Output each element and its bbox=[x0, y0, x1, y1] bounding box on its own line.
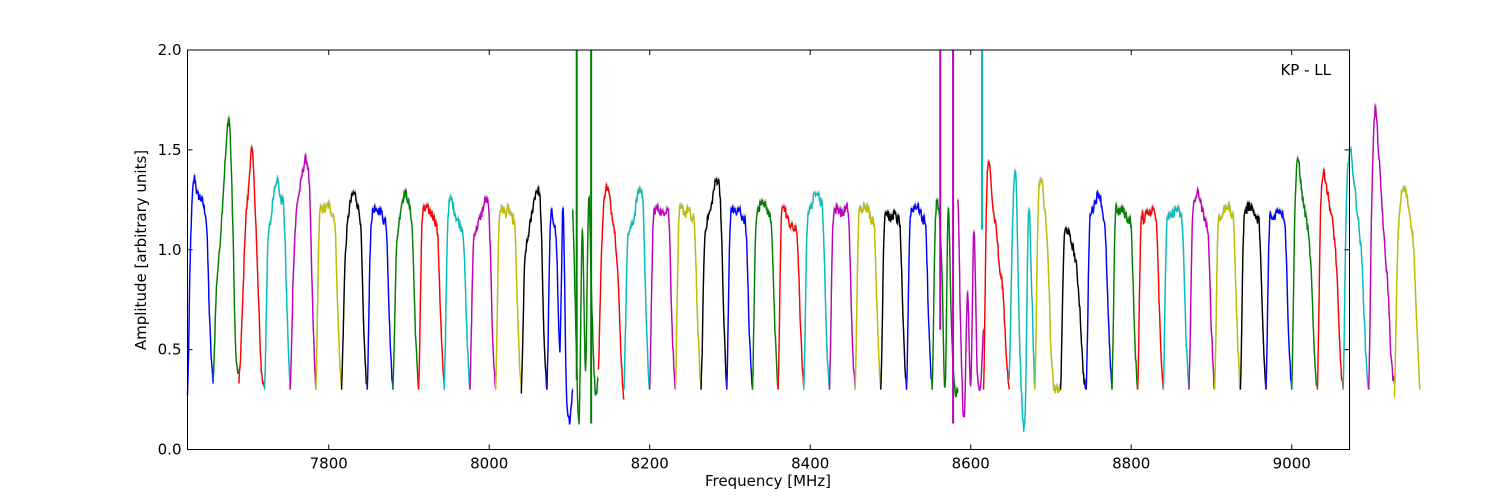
channel-32-line bbox=[982, 160, 1010, 390]
channel-1-line bbox=[186, 175, 214, 396]
channel-14-line bbox=[520, 186, 548, 394]
channel-10-line bbox=[417, 203, 445, 390]
channel-38-line bbox=[1136, 206, 1164, 390]
channel-4-line bbox=[263, 176, 291, 390]
channel-45-line bbox=[1316, 168, 1344, 390]
y-axis-ticks: 0.0 0.5 1.0 1.5 2.0 bbox=[158, 41, 1350, 459]
x-tick-label: 9000 bbox=[1273, 455, 1311, 473]
channel-13-line bbox=[495, 204, 522, 390]
channel-27-line bbox=[854, 203, 882, 390]
channel-18-line bbox=[623, 187, 651, 390]
x-tick-label: 8400 bbox=[791, 455, 829, 473]
channel-26-line bbox=[828, 202, 856, 390]
channel-34-line bbox=[1034, 178, 1062, 394]
x-axis-label: Frequency [MHz] bbox=[705, 472, 831, 490]
channel-36-line bbox=[1085, 190, 1113, 390]
plot-background bbox=[187, 50, 1350, 450]
channel-9-line bbox=[392, 189, 420, 390]
channel-19-line bbox=[649, 203, 677, 390]
channel-47-line bbox=[1368, 103, 1396, 390]
channel-31-line bbox=[957, 199, 985, 418]
channel-17-line bbox=[597, 183, 625, 400]
channel-7-line bbox=[340, 189, 368, 390]
y-axis-label: Amplitude [arbitrary units] bbox=[132, 150, 150, 350]
channel-29-line bbox=[905, 202, 933, 390]
channel-33-line bbox=[1008, 170, 1036, 432]
channel-48-line bbox=[1393, 186, 1421, 398]
x-tick-label: 8600 bbox=[952, 455, 990, 473]
channel-28-line bbox=[880, 209, 908, 390]
channel-2-line bbox=[212, 117, 240, 380]
x-tick-label: 8200 bbox=[631, 455, 669, 473]
channel-42-line bbox=[1239, 201, 1267, 390]
y-tick-label: 0.0 bbox=[158, 441, 182, 459]
channel-39-line bbox=[1162, 204, 1190, 390]
channel-24-line bbox=[777, 205, 805, 390]
x-tick-label: 8000 bbox=[470, 455, 508, 473]
channel-44-line bbox=[1291, 156, 1319, 390]
channel-12-line bbox=[469, 196, 497, 390]
y-tick-label: 0.5 bbox=[158, 341, 182, 359]
channel-46-line bbox=[1342, 147, 1370, 390]
x-tick-label: 7800 bbox=[310, 455, 348, 473]
x-tick-label: 8800 bbox=[1112, 455, 1150, 473]
y-tick-label: 2.0 bbox=[158, 41, 182, 59]
channel-21-line bbox=[700, 177, 728, 390]
channel-11-line bbox=[443, 193, 471, 390]
channel-22-line bbox=[726, 205, 754, 390]
channel-8-line bbox=[366, 204, 394, 390]
channel-3-line bbox=[238, 146, 265, 388]
channel-5-line bbox=[289, 154, 317, 390]
channel-6-line bbox=[315, 200, 343, 390]
channel-40-line bbox=[1188, 186, 1216, 390]
y-tick-label: 1.5 bbox=[158, 141, 182, 159]
channel-43-line bbox=[1265, 208, 1293, 390]
spectrum-curves bbox=[186, 101, 1421, 432]
y-tick-label: 1.0 bbox=[158, 241, 182, 259]
channel-41-line bbox=[1214, 202, 1242, 390]
channel-20-line bbox=[674, 203, 702, 390]
rfi-spikes bbox=[575, 50, 983, 424]
x-axis-ticks: 7800 8000 8200 8400 8600 8800 9000 bbox=[310, 50, 1311, 473]
channel-35-line bbox=[1059, 227, 1087, 390]
channel-23-line bbox=[751, 199, 779, 390]
baseline-annotation: KP - LL bbox=[1280, 61, 1331, 79]
channel-48-shadow bbox=[1393, 184, 1421, 396]
channel-25-line bbox=[803, 192, 831, 390]
channel-15-line bbox=[546, 207, 574, 425]
channel-37-line bbox=[1111, 203, 1139, 390]
